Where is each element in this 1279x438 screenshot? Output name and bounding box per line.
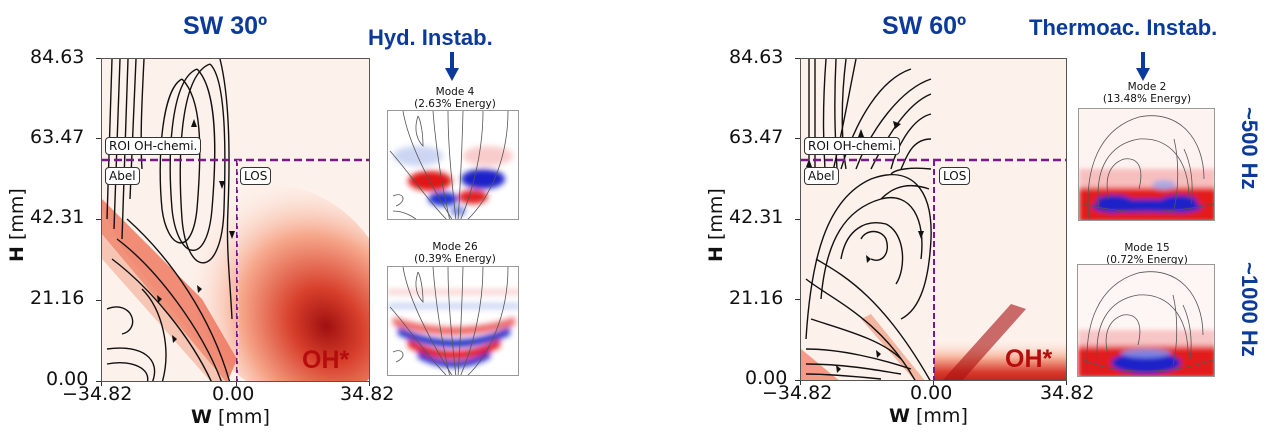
case-title-sw60: SW 60º [882,12,967,40]
abel-label: Abel [804,167,839,185]
y-axis-label: H [mm] [705,188,727,262]
y-tick-label: 42.31 [729,206,784,228]
x-tick-label: 0.00 [910,382,953,404]
oh-star-label: OH* [1005,345,1053,373]
y-tick-label: 21.16 [30,287,85,309]
thermoacoustic-instability-title: Thermoac. Instab. [1029,15,1218,40]
y-tick-label: 0.00 [745,367,788,389]
mode-title: Mode 15 (0.72% Energy) [1106,242,1188,266]
y-tick-label: 63.47 [729,126,784,148]
x-tick-label: 34.82 [340,383,395,405]
case-title-sw30: SW 30º [183,12,268,40]
pod-mode-15-plot [1077,264,1215,377]
los-label: LOS [939,167,971,185]
y-tick-label: 63.47 [30,126,85,148]
x-tick-label: 34.82 [1040,382,1095,404]
mode-title: Mode 4 (2.63% Energy) [414,86,496,110]
x-axis-label: W [mm] [191,406,270,428]
y-tick-label: 84.63 [729,46,784,68]
y-tick-label: 0.00 [46,368,89,390]
frequency-label-500hz: ~500 Hz [1237,107,1262,190]
mode-title: Mode 26 (0.39% Energy) [414,241,496,265]
y-tick-label: 21.16 [729,287,784,309]
pod-mode-4-plot [387,110,519,220]
heatmap-plot-sw30 [101,58,370,382]
hydrodynamic-instability-title: Hyd. Instab. [368,25,493,50]
arrow-down-icon [1136,52,1150,81]
x-tick-label: 0.00 [212,383,255,405]
arrow-down-icon [445,52,459,81]
pod-mode-26-plot [387,266,519,376]
x-axis-label: W [mm] [889,405,968,427]
roi-label: ROI OH-chemi. [804,137,901,155]
frequency-label-1000hz: ~1000 Hz [1237,262,1262,357]
roi-label: ROI OH-chemi. [105,137,202,155]
y-tick-label: 42.31 [30,206,85,228]
oh-star-label: OH* [302,346,350,374]
y-tick-label: 84.63 [30,46,85,68]
x-tick-label: −34.82 [62,383,133,405]
los-label: LOS [240,167,272,185]
mode-title: Mode 2 (13.48% Energy) [1102,81,1192,105]
y-axis-label: H [mm] [6,188,28,262]
x-tick-label: −34.82 [762,382,833,404]
heatmap-plot-sw60 [800,58,1067,381]
pod-mode-2-plot [1078,108,1215,221]
abel-label: Abel [105,167,140,185]
